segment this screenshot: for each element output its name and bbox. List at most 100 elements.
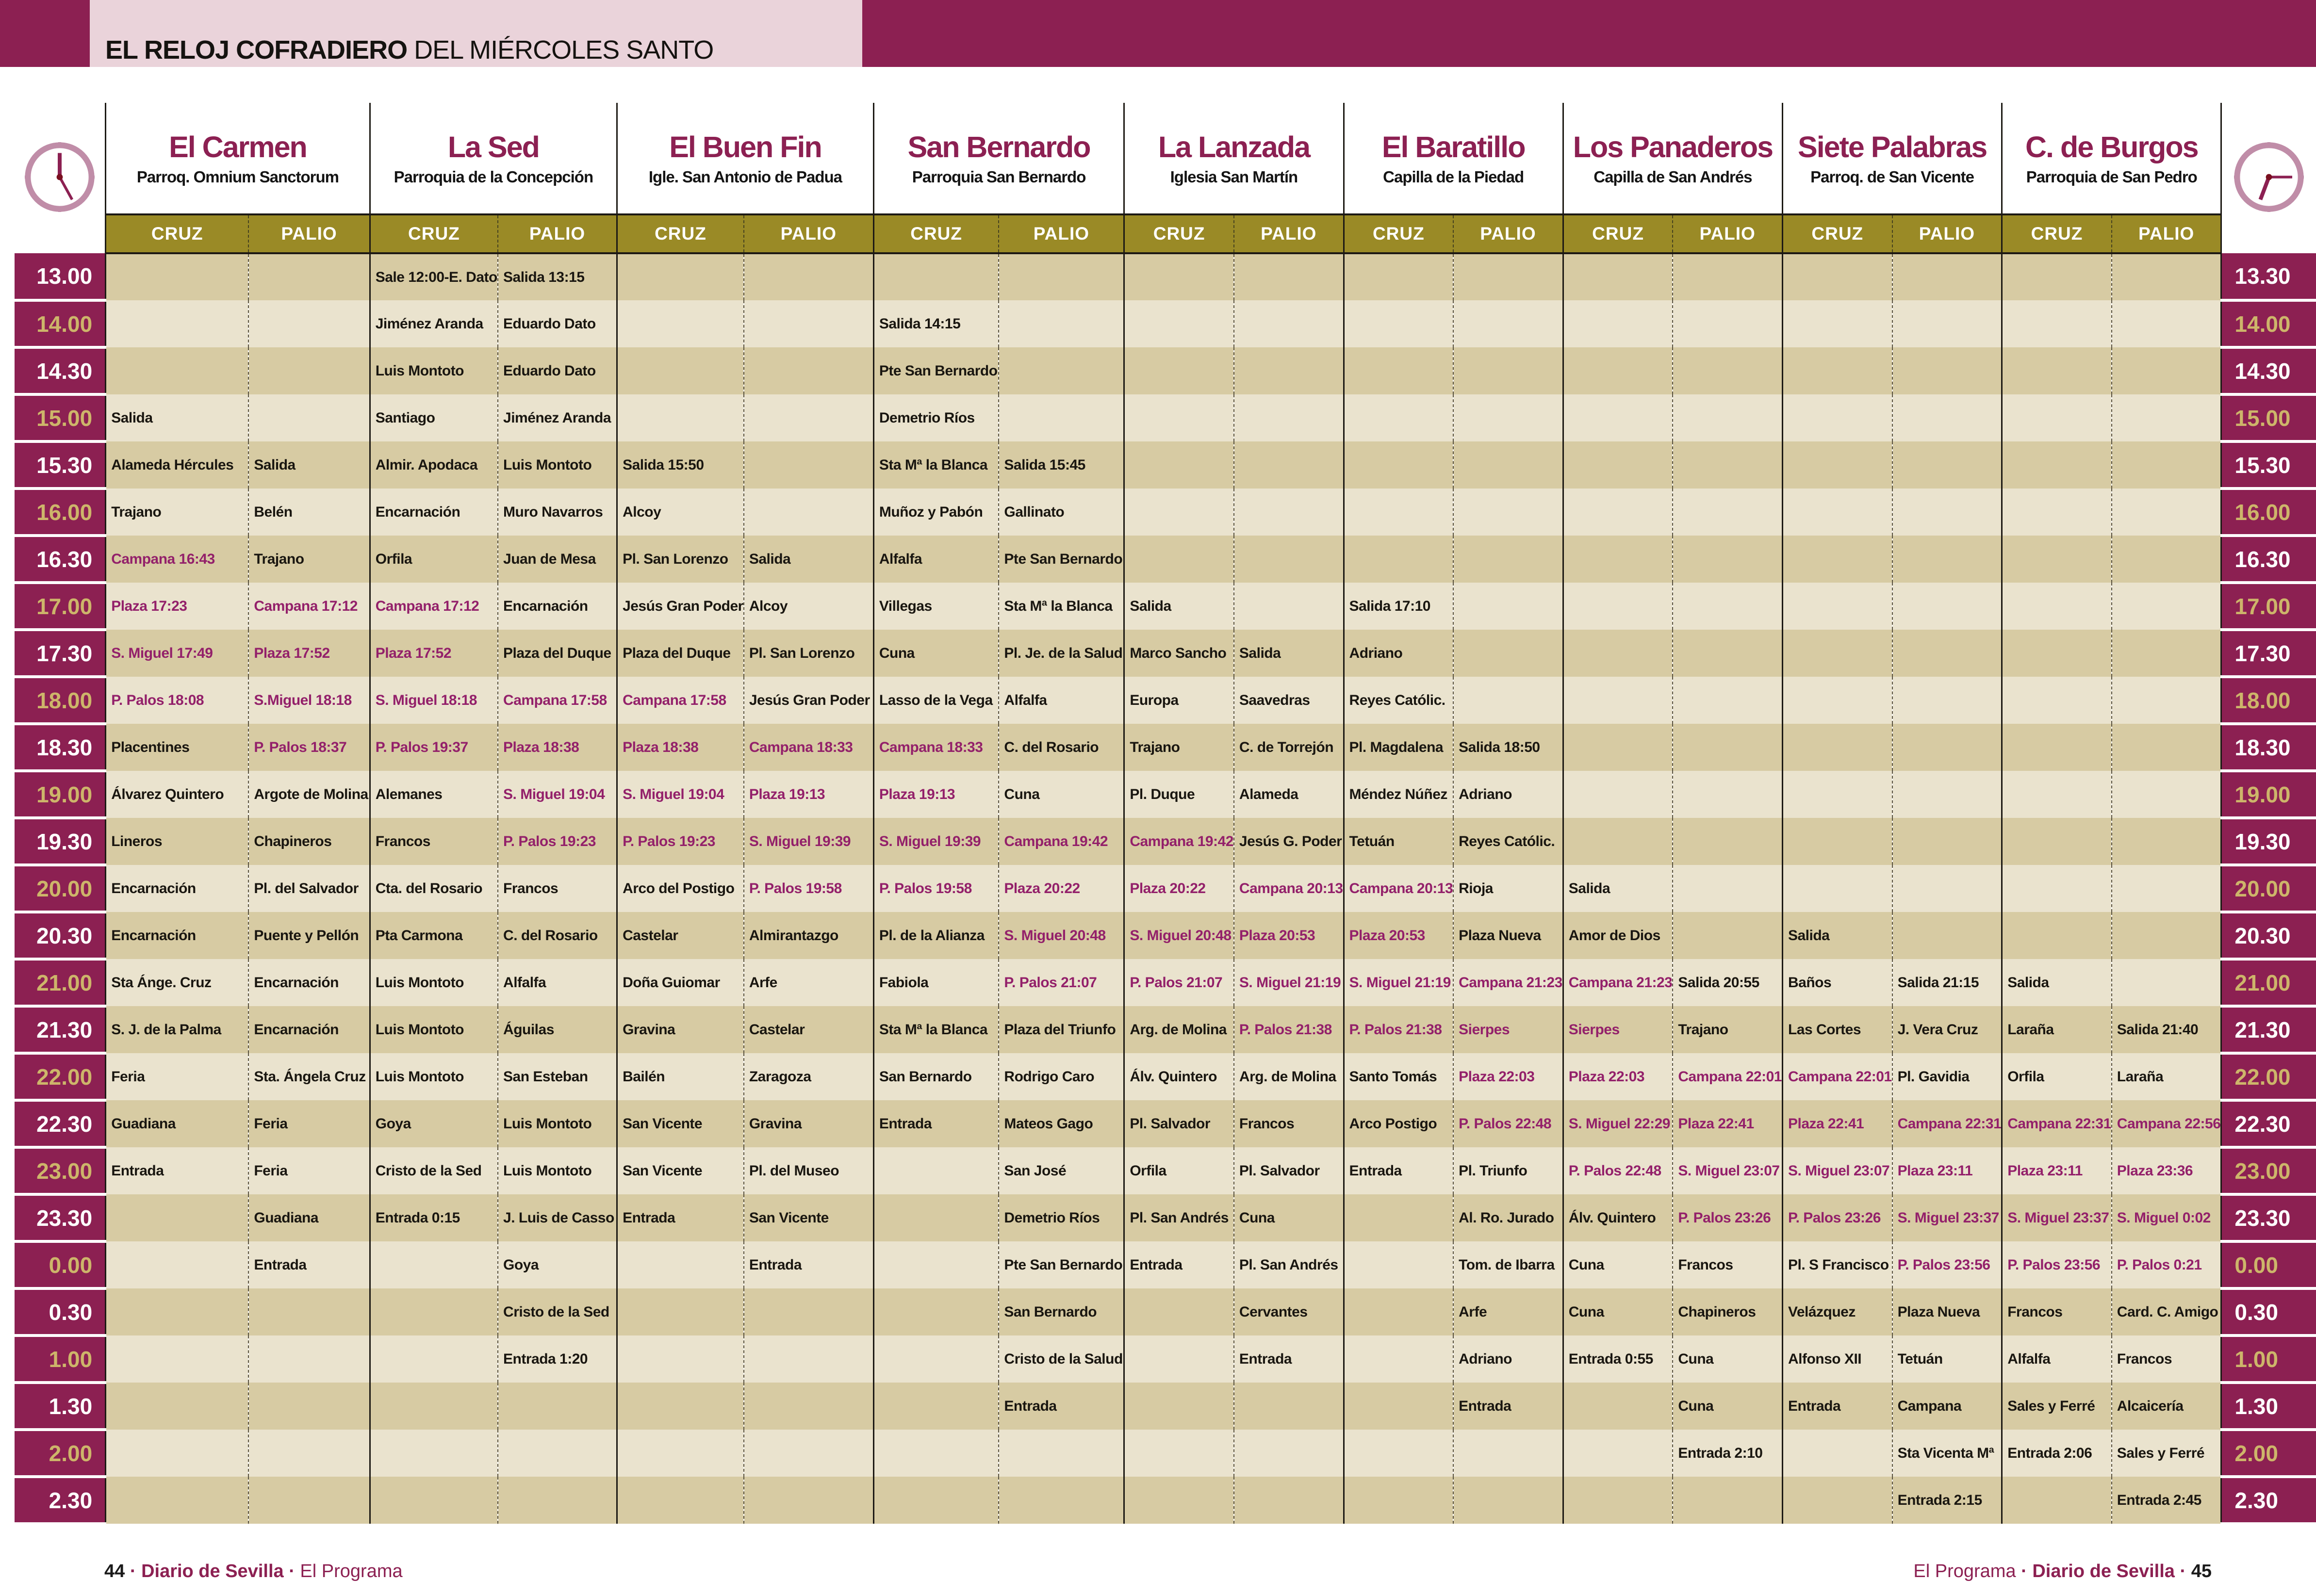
time-label-right: 15.00 <box>2220 394 2316 443</box>
church-name: Igle. San Antonio de Padua <box>648 168 842 186</box>
schedule-cell: Campana 20:13 <box>1233 865 1344 912</box>
schedule-cell: Adriano <box>1453 771 1563 818</box>
schedule-cell: Castelar <box>743 1006 874 1053</box>
schedule-cell <box>2001 536 2112 583</box>
schedule-cell: J. Vera Cruz <box>1891 1006 2002 1053</box>
schedule-cell <box>1343 1241 1454 1288</box>
schedule-cell: Sta. Ángela Cruz <box>248 1053 370 1100</box>
schedule-cell: Gravina <box>743 1100 874 1147</box>
section-header: La Sed Parroquia de la Concepción <box>369 103 617 214</box>
schedule-cell: Trajano <box>248 536 370 583</box>
schedule-cell <box>1343 441 1454 489</box>
schedule-cell <box>2001 818 2112 865</box>
time-label-right: 20.00 <box>2220 865 2316 913</box>
schedule-cell: Argote de Molina <box>248 771 370 818</box>
schedule-cell: Lasso de la Vega <box>872 677 999 724</box>
schedule-cell: Eduardo Dato <box>497 347 617 394</box>
section-header: El Baratillo Capilla de la Piedad <box>1343 103 1563 214</box>
schedule-row: 1.30 Entrada Entrada Cuna Entrada Campana Sale… <box>15 1383 2316 1431</box>
schedule-cell <box>1781 818 1892 865</box>
schedule-cell <box>2111 441 2222 489</box>
page-number-right: 45 <box>2191 1561 2212 1581</box>
schedule-cell: Alfonso XII <box>1781 1335 1892 1383</box>
schedule-cell <box>1672 300 1783 347</box>
schedule-cell <box>1891 724 2002 771</box>
schedule-cell: Tetuán <box>1343 818 1454 865</box>
schedule-cell <box>105 1430 249 1477</box>
schedule-cell: Plaza 22:41 <box>1672 1100 1783 1147</box>
time-label-right: 14.00 <box>2220 300 2316 349</box>
schedule-cell: Salida <box>248 441 370 489</box>
schedule-cell <box>1891 818 2002 865</box>
schedule-cell: Laraña <box>2111 1053 2222 1100</box>
schedule-cell: C. del Rosario <box>497 912 617 959</box>
schedule-cell <box>369 1288 498 1335</box>
schedule-cell <box>2111 677 2222 724</box>
schedule-cell: Demetrio Ríos <box>872 394 999 441</box>
schedule-cell <box>1891 300 2002 347</box>
schedule-cell <box>1123 489 1234 536</box>
schedule-cell <box>105 1288 249 1335</box>
schedule-cell: Entrada 2:10 <box>1672 1430 1783 1477</box>
schedule-cell <box>1123 1383 1234 1430</box>
schedule-cell: Campana 16:43 <box>105 536 249 583</box>
schedule-cell <box>872 253 999 300</box>
schedule-row: 21.00 Sta Ánge. Cruz Encarnación Luis Monto… <box>15 959 2316 1008</box>
footer-section: El Programa <box>300 1561 403 1581</box>
schedule-cell: Cta. del Rosario <box>369 865 498 912</box>
schedule-cell: Francos <box>1233 1100 1344 1147</box>
schedule-cell: Pl. Duque <box>1123 771 1234 818</box>
schedule-cell <box>1453 536 1563 583</box>
schedule-cell <box>369 1477 498 1524</box>
schedule-row: 19.30 Lineros Chapineros Francos P. Palos 19… <box>15 818 2316 866</box>
schedule-cell <box>1891 865 2002 912</box>
schedule-cell: Trajano <box>1672 1006 1783 1053</box>
schedule-cell: Entrada <box>872 1100 999 1147</box>
schedule-row: 15.30 Alameda Hércules Salida Almir. Apodac… <box>15 441 2316 490</box>
church-name: Capilla de la Piedad <box>1383 168 1524 186</box>
schedule-cell: Álvarez Quintero <box>105 771 249 818</box>
schedule-cell: Campana 19:42 <box>1123 818 1234 865</box>
palio-header: PALIO <box>743 213 874 254</box>
schedule-cell <box>1343 394 1454 441</box>
schedule-cell <box>1562 630 1673 677</box>
schedule-cell: Plaza 22:03 <box>1562 1053 1673 1100</box>
schedule-cell: Jiménez Aranda <box>497 394 617 441</box>
schedule-cell <box>1343 253 1454 300</box>
schedule-cell <box>1891 912 2002 959</box>
schedule-cell: Orfila <box>369 536 498 583</box>
schedule-row: 2.00 Entrada 2:10 Sta Vicenta Mª Entrada 2:… <box>15 1430 2316 1478</box>
schedule-cell: Goya <box>369 1100 498 1147</box>
schedule-cell <box>1672 253 1783 300</box>
schedule-cell: Salida <box>1123 583 1234 630</box>
schedule-cell <box>1123 347 1234 394</box>
schedule-cell: Plaza 23:11 <box>1891 1147 2002 1194</box>
schedule-cell <box>2001 583 2112 630</box>
schedule-cell: Méndez Núñez <box>1343 771 1454 818</box>
schedule-cell: San José <box>998 1147 1124 1194</box>
schedule-row: 22.00 Feria Sta. Ángela Cruz Luis Montoto Sa… <box>15 1053 2316 1102</box>
schedule-cell: Campana 19:42 <box>998 818 1124 865</box>
schedule-cell <box>2001 724 2112 771</box>
schedule-cell <box>1562 300 1673 347</box>
schedule-cell: San Bernardo <box>998 1288 1124 1335</box>
schedule-cell: Jesús Gran Poder <box>616 583 744 630</box>
schedule-cell: Cervantes <box>1233 1288 1344 1335</box>
palio-header: PALIO <box>1233 213 1344 254</box>
time-label-right: 21.00 <box>2220 959 2316 1008</box>
schedule-cell: Sta Mª la Blanca <box>872 441 999 489</box>
schedule-cell <box>1562 1383 1673 1430</box>
schedule-cell <box>1891 771 2002 818</box>
schedule-cell <box>1672 394 1783 441</box>
schedule-cell: Pl. Salvador <box>1233 1147 1344 1194</box>
section-header: San Bernardo Parroquia San Bernardo <box>872 103 1124 214</box>
brotherhood-name: La Sed <box>447 130 540 163</box>
schedule-cell: San Vicente <box>743 1194 874 1241</box>
schedule-cell <box>1123 300 1234 347</box>
schedule-cell: Salida 14:15 <box>872 300 999 347</box>
schedule-cell <box>1343 536 1454 583</box>
schedule-cell: Orfila <box>1123 1147 1234 1194</box>
schedule-row: 15.00 Salida Santiago Jiménez Aranda Demetri… <box>15 394 2316 443</box>
church-name: Iglesia San Martín <box>1170 168 1298 186</box>
schedule-cell: Encarnación <box>105 865 249 912</box>
